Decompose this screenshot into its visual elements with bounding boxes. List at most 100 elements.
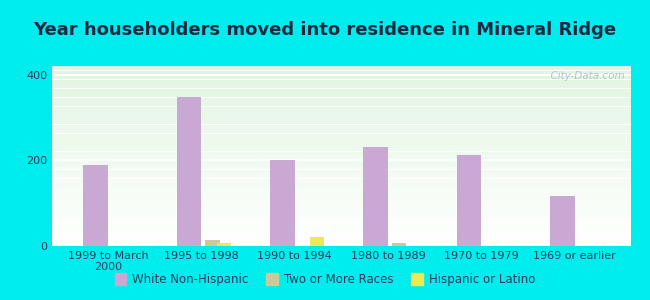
Bar [52, 124, 630, 125]
Bar [52, 190, 630, 191]
Bar [52, 182, 630, 183]
Bar [52, 75, 630, 76]
Legend: White Non-Hispanic, Two or More Races, Hispanic or Latino: White Non-Hispanic, Two or More Races, H… [110, 268, 540, 291]
Bar [52, 98, 630, 99]
Bar [52, 160, 630, 161]
Bar [52, 214, 630, 215]
Bar [52, 206, 630, 207]
Bar [52, 160, 630, 161]
Bar [216, 243, 231, 246]
Bar [52, 85, 630, 86]
Bar [52, 171, 630, 172]
Bar [52, 87, 630, 88]
Bar [270, 160, 294, 246]
Bar [52, 80, 630, 81]
Bar [52, 198, 630, 199]
Bar [52, 143, 630, 144]
Bar [52, 102, 630, 103]
Bar [52, 218, 630, 219]
Bar [52, 107, 630, 108]
Bar [52, 213, 630, 214]
Bar [52, 212, 630, 213]
Bar [52, 68, 630, 69]
Bar [52, 103, 630, 104]
Bar [52, 183, 630, 184]
Bar [52, 228, 630, 229]
Bar [52, 244, 630, 245]
Bar [52, 121, 630, 122]
Bar [550, 196, 575, 246]
Bar [52, 199, 630, 200]
Bar [52, 70, 630, 71]
Bar [52, 128, 630, 129]
Bar [52, 139, 630, 140]
Bar [52, 243, 630, 244]
Bar [52, 79, 630, 80]
Bar [52, 142, 630, 143]
Bar [52, 134, 630, 135]
Bar [52, 156, 630, 157]
Bar [52, 104, 630, 105]
Bar [52, 195, 630, 196]
Bar [52, 216, 630, 217]
Bar [52, 197, 630, 198]
Bar [52, 205, 630, 206]
Bar [52, 230, 630, 231]
Bar [52, 99, 630, 100]
Bar [52, 153, 630, 154]
Bar [52, 232, 630, 233]
Bar [52, 97, 630, 98]
Bar [52, 109, 630, 110]
Bar [52, 152, 630, 153]
Bar [52, 239, 630, 240]
Bar [52, 86, 630, 87]
Bar [52, 180, 630, 181]
Bar [52, 209, 630, 210]
Text: Year householders moved into residence in Mineral Ridge: Year householders moved into residence i… [33, 21, 617, 39]
Bar [52, 133, 630, 134]
Bar [52, 162, 630, 163]
Bar [52, 203, 630, 204]
Bar [52, 227, 630, 228]
Bar [52, 146, 630, 147]
Bar [52, 245, 630, 246]
Bar [52, 141, 630, 142]
Bar [52, 127, 630, 128]
Bar [52, 238, 630, 239]
Bar [52, 95, 630, 96]
Bar [52, 67, 630, 68]
Bar [52, 233, 630, 234]
Bar [52, 116, 630, 117]
Bar [52, 236, 630, 237]
Bar [310, 237, 324, 246]
Bar [52, 196, 630, 197]
Bar [52, 93, 630, 94]
Bar [52, 81, 630, 82]
Bar [52, 137, 630, 138]
Bar [52, 112, 630, 113]
Bar [52, 188, 630, 189]
Bar [52, 77, 630, 78]
Bar [52, 118, 630, 119]
Bar [52, 177, 630, 178]
Bar [52, 145, 630, 146]
Bar [52, 123, 630, 124]
Bar [52, 76, 630, 77]
Bar [177, 97, 202, 246]
Bar [52, 108, 630, 109]
Bar [52, 114, 630, 115]
Bar [52, 166, 630, 167]
Bar [52, 224, 630, 225]
Bar [52, 90, 630, 91]
Bar [52, 175, 630, 176]
Bar [52, 126, 630, 127]
Bar [52, 201, 630, 202]
Bar [52, 187, 630, 188]
Bar [52, 185, 630, 186]
Bar [52, 242, 630, 243]
Bar [52, 83, 630, 84]
Bar [52, 130, 630, 131]
Bar [52, 163, 630, 164]
Bar [52, 73, 630, 74]
Bar [52, 210, 630, 211]
